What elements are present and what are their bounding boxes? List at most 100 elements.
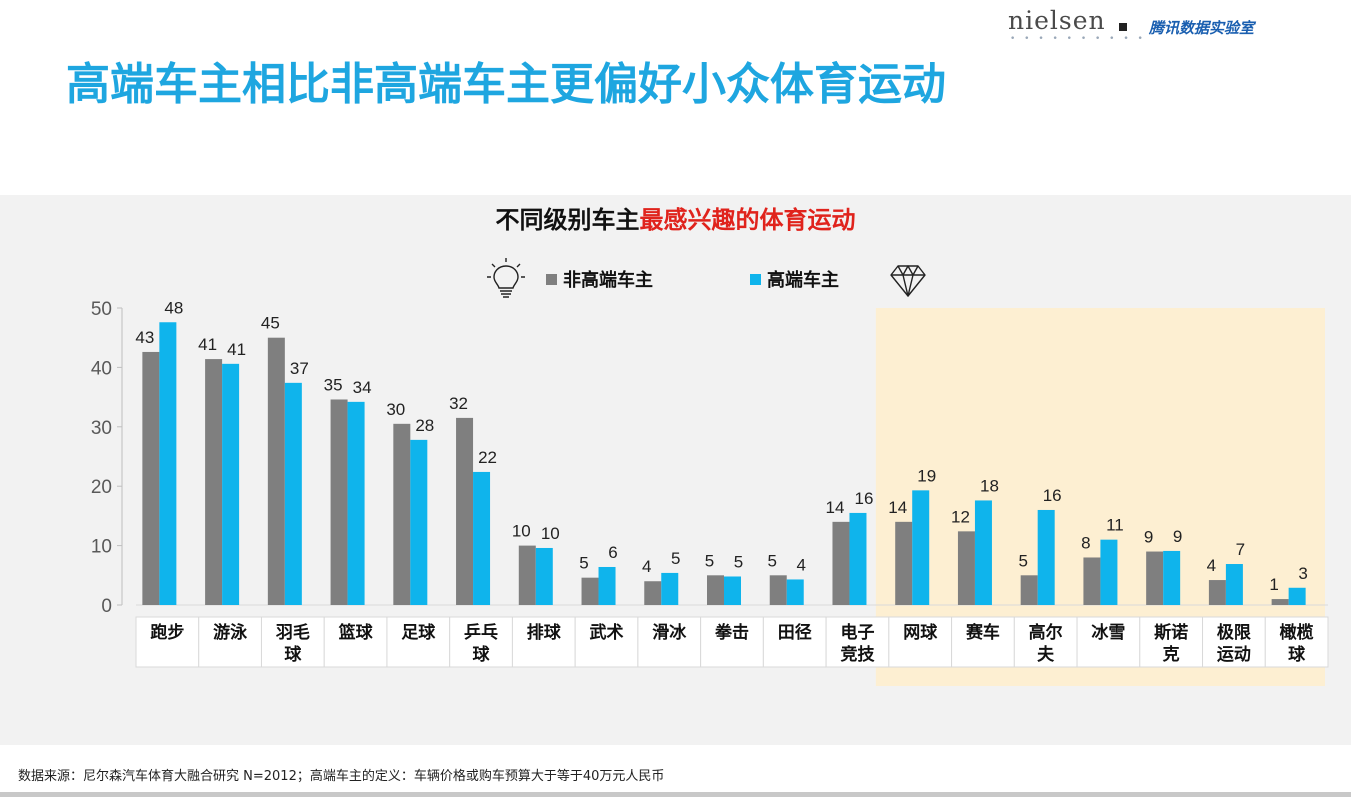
bar-non-premium <box>1271 599 1289 605</box>
bar-non-premium <box>769 575 787 605</box>
category-cell <box>1013 616 1078 668</box>
category-cell <box>386 616 451 668</box>
data-label-non-premium: 5 <box>579 554 588 573</box>
category-label: 武术 <box>590 622 624 643</box>
category-label: 竞技 <box>840 644 875 665</box>
category-label: 冰雪 <box>1091 622 1125 643</box>
data-label-non-premium: 45 <box>261 314 280 333</box>
bar-non-premium <box>707 575 724 605</box>
bar-premium <box>473 471 491 605</box>
category-cell <box>574 616 639 668</box>
bar-premium <box>724 576 741 605</box>
category-cell <box>1076 616 1141 668</box>
bar-premium <box>1288 587 1306 605</box>
category-cell <box>951 616 1015 668</box>
category-cell <box>1139 616 1204 668</box>
data-label-non-premium: 14 <box>826 498 845 517</box>
category-cell <box>449 616 513 668</box>
category-label: 斯诺 <box>1154 622 1188 643</box>
category-label: 赛车 <box>965 622 1000 643</box>
category-label: 游泳 <box>213 622 248 643</box>
bar-premium <box>661 572 679 605</box>
data-label-premium: 9 <box>1173 527 1182 546</box>
legend-item-premium: 高端车主 <box>750 266 839 292</box>
data-label-premium: 6 <box>608 543 617 562</box>
category-label: 滑冰 <box>652 622 687 643</box>
bar-non-premium <box>1208 580 1226 605</box>
category-label: 跑步 <box>150 622 184 643</box>
data-label-premium: 48 <box>164 298 183 317</box>
bar-non-premium <box>1146 551 1164 605</box>
category-label: 球 <box>1288 645 1306 665</box>
category-label: 网球 <box>903 623 938 643</box>
bar-premium <box>1163 550 1181 605</box>
data-label-premium: 34 <box>353 378 372 397</box>
category-label: 田径 <box>778 622 812 643</box>
category-label: 羽毛 <box>276 622 310 643</box>
data-label-premium: 5 <box>671 549 680 568</box>
category-label: 极限 <box>1217 623 1251 643</box>
legend-label-premium: 高端车主 <box>767 270 839 291</box>
y-tick-label: 30 <box>91 418 112 439</box>
data-label-non-premium: 35 <box>324 375 343 394</box>
bar-non-premium <box>644 581 662 605</box>
bar-premium <box>974 500 992 605</box>
bar-non-premium <box>267 337 285 605</box>
bar-premium <box>849 512 867 605</box>
data-label-non-premium: 5 <box>768 551 777 570</box>
lightbulb-icon <box>487 258 525 298</box>
data-label-premium: 5 <box>734 552 743 571</box>
data-label-premium: 19 <box>917 466 936 485</box>
bar-premium <box>1225 564 1243 605</box>
data-label-non-premium: 14 <box>888 498 907 517</box>
category-label: 电子 <box>840 622 874 643</box>
bar-non-premium <box>205 359 223 605</box>
chart-title: 不同级别车主最感兴趣的体育运动 <box>0 200 1351 235</box>
bar-non-premium <box>330 399 348 605</box>
data-label-premium: 4 <box>797 555 806 574</box>
category-cell <box>1202 616 1266 668</box>
data-label-premium: 16 <box>1043 486 1062 505</box>
bar-non-premium <box>518 545 536 605</box>
category-cell <box>637 616 702 668</box>
legend-swatch-gray <box>546 273 557 285</box>
bar-premium <box>222 363 240 605</box>
bar-premium <box>535 547 553 605</box>
legend-item-non-premium: 非高端车主 <box>546 266 653 292</box>
bar-premium <box>1100 539 1118 605</box>
legend-swatch-blue <box>750 273 761 285</box>
nielsen-logo: nielsen <box>1008 6 1106 35</box>
data-label-non-premium: 1 <box>1269 575 1278 594</box>
tencent-lab-logo: 腾讯数据实验室 <box>1149 19 1255 37</box>
source-note: 数据来源：尼尔森汽车体育大融合研究 N=2012；高端车主的定义：车辆价格或购车… <box>18 769 665 784</box>
bar-non-premium <box>1020 575 1038 605</box>
page-title: 高端车主相比非高端车主更偏好小众体育运动 <box>66 59 946 110</box>
data-label-premium: 10 <box>541 524 560 543</box>
bar-non-premium <box>393 423 411 605</box>
data-label-non-premium: 43 <box>135 328 154 347</box>
chart-title-part2: 最感兴趣的体育运动 <box>639 206 856 234</box>
y-tick-label: 0 <box>101 596 112 617</box>
nielsen-logo-dots: • • • • • • • • • • <box>1010 34 1146 44</box>
category-label: 高尔 <box>1029 622 1063 643</box>
data-label-premium: 7 <box>1236 540 1245 559</box>
data-label-premium: 3 <box>1298 564 1307 583</box>
category-cell <box>700 616 764 668</box>
bar-non-premium <box>456 417 474 605</box>
data-label-premium: 22 <box>478 448 497 467</box>
category-label: 乒乓 <box>464 622 498 643</box>
data-label-non-premium: 4 <box>642 557 651 576</box>
category-label: 橄榄 <box>1280 622 1314 643</box>
chart-title-part1: 不同级别车主 <box>495 206 640 234</box>
bar-non-premium <box>581 577 599 605</box>
data-label-premium: 41 <box>227 340 246 359</box>
y-tick-label: 20 <box>91 477 112 498</box>
data-label-non-premium: 5 <box>1018 551 1027 570</box>
category-label: 球 <box>284 645 302 665</box>
bar-premium <box>786 579 804 605</box>
category-cell <box>135 616 200 668</box>
diamond-icon <box>890 265 926 297</box>
bar-non-premium <box>832 521 850 605</box>
y-tick-label: 50 <box>91 299 112 320</box>
